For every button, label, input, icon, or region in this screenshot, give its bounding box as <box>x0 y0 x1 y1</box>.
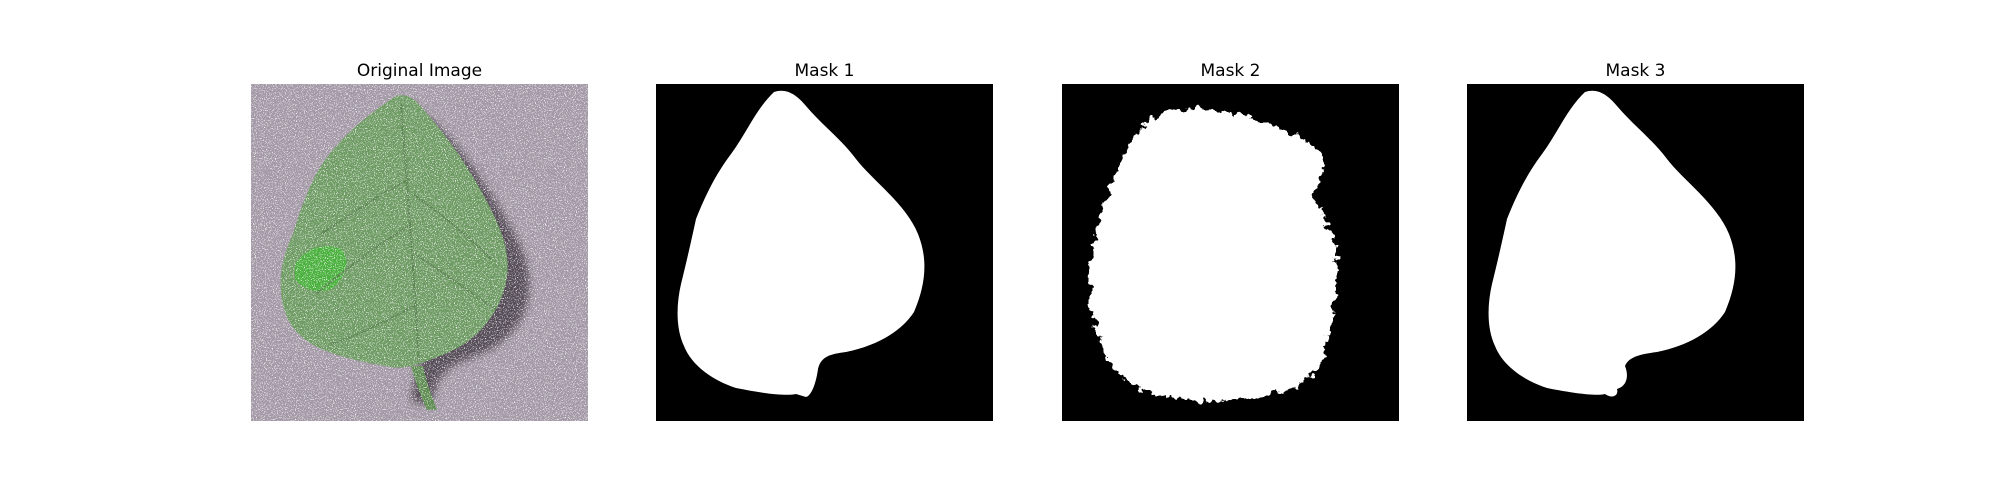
mask-3-image <box>1467 84 1804 421</box>
original-leaf-image <box>251 84 588 421</box>
panel-title: Original Image <box>356 61 483 81</box>
panel-title: Mask 2 <box>1200 61 1261 81</box>
panel-original-image: Original Image <box>251 58 588 421</box>
panel-mask-3: Mask 3 <box>1467 58 1804 421</box>
panel-mask-1: Mask 1 <box>656 58 993 421</box>
panel-title: Mask 3 <box>1605 61 1666 81</box>
panel-title: Mask 1 <box>794 61 855 81</box>
mask-1-image <box>656 84 993 421</box>
panel-mask-2: Mask 2 <box>1062 58 1399 421</box>
mask-2-image <box>1062 84 1399 421</box>
